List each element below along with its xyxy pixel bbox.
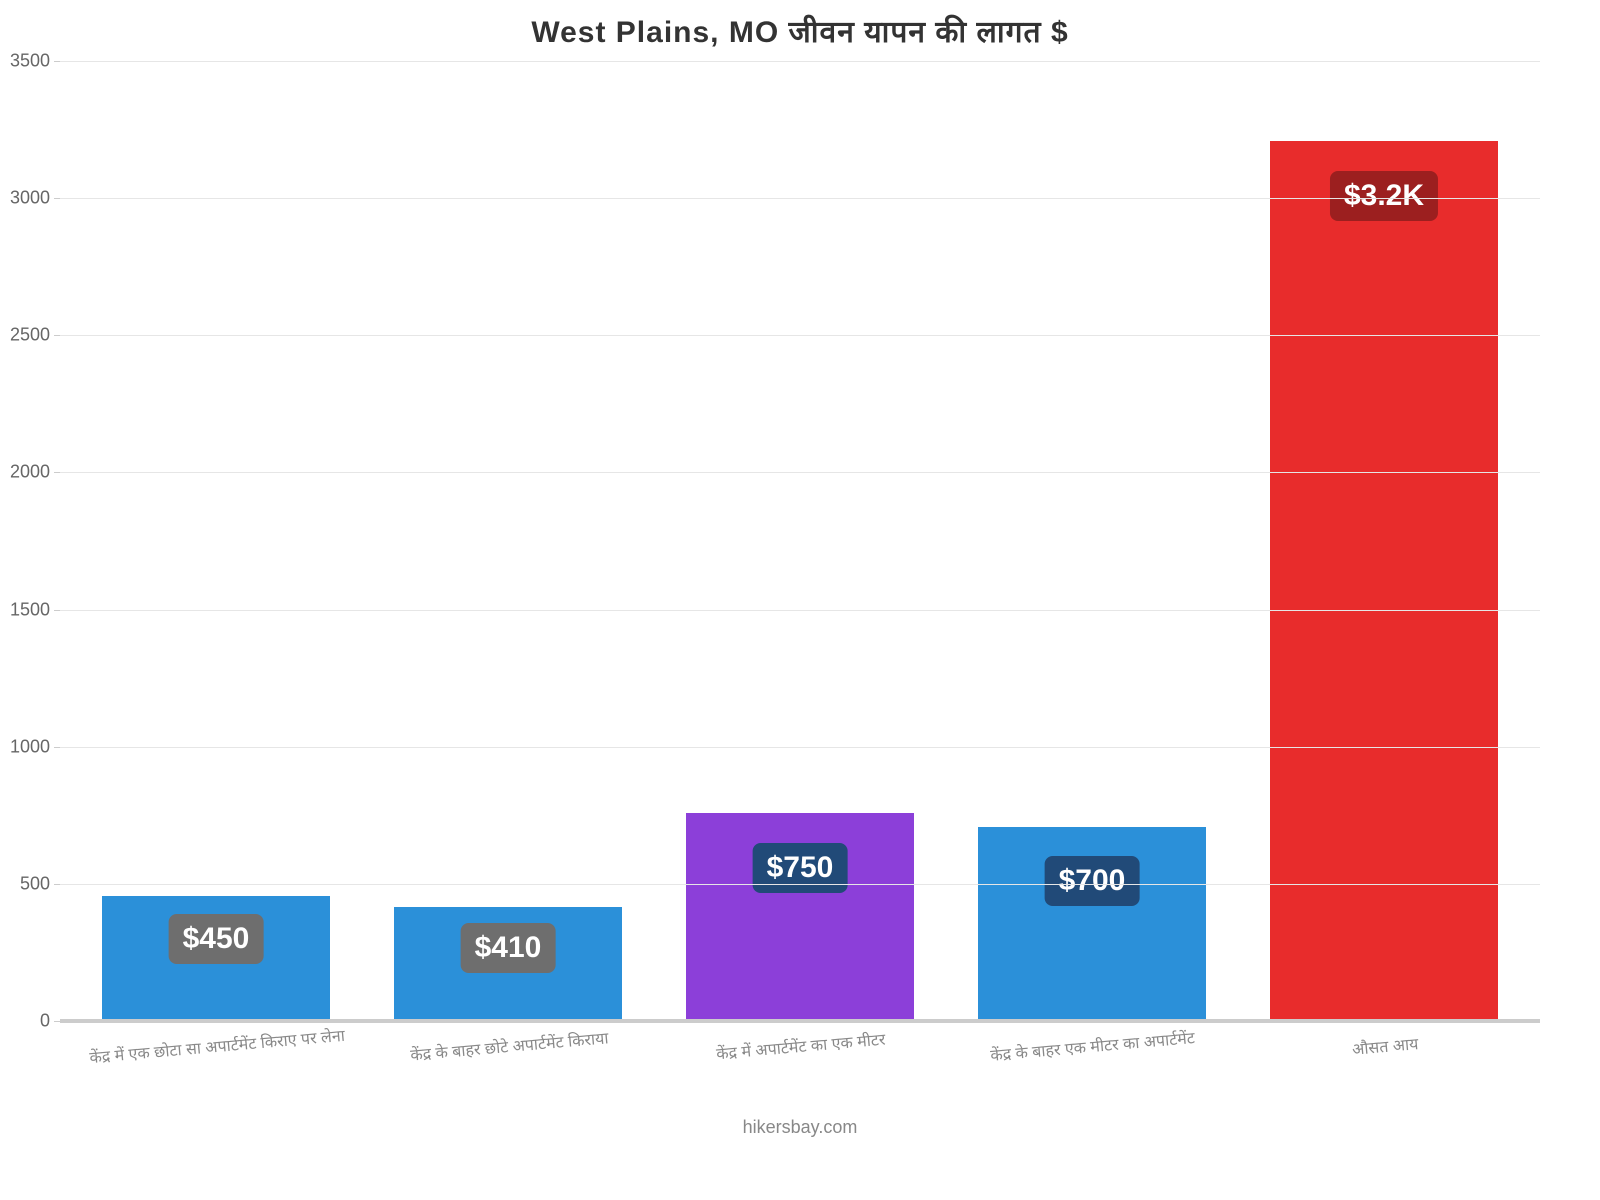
value-badge: $450 (169, 914, 264, 964)
y-tick-mark (54, 747, 60, 748)
gridline (60, 198, 1540, 199)
x-axis-label: औसत आय (1351, 1032, 1419, 1060)
plot-area: $450$410$750$700$3.2K 050010001500200025… (60, 61, 1540, 1021)
bar-slot: $450 (70, 61, 362, 1019)
x-label-slot: केंद्र के बाहर एक मीटर का अपार्टमेंट (946, 1025, 1238, 1057)
gridline (60, 747, 1540, 748)
bar: $450 (102, 896, 330, 1019)
bar-slot: $3.2K (1238, 61, 1530, 1019)
bar: $700 (978, 827, 1206, 1019)
gridline (60, 610, 1540, 611)
bar: $410 (394, 907, 622, 1019)
x-label-slot: केंद्र में एक छोटा सा अपार्टमेंट किराए प… (70, 1025, 362, 1057)
y-tick-label: 500 (0, 873, 50, 894)
bar-slot: $700 (946, 61, 1238, 1019)
value-badge: $410 (461, 923, 556, 973)
bars-row: $450 $410 $750 $700 $3.2K (60, 61, 1540, 1019)
y-tick-mark (54, 472, 60, 473)
value-badge: $3.2K (1330, 171, 1438, 221)
y-tick-mark (54, 610, 60, 611)
y-tick-mark (54, 198, 60, 199)
gridline (60, 335, 1540, 336)
x-axis-label: केंद्र के बाहर एक मीटर का अपार्टमेंट (990, 1026, 1196, 1066)
y-tick-label: 1500 (0, 599, 50, 620)
x-label-slot: केंद्र में अपार्टमेंट का एक मीटर (654, 1025, 946, 1057)
value-badge: $700 (1045, 856, 1140, 906)
y-tick-label: 2500 (0, 325, 50, 346)
y-tick-label: 3500 (0, 51, 50, 72)
bar-slot: $410 (362, 61, 654, 1019)
y-tick-label: 1000 (0, 736, 50, 757)
x-axis-labels: केंद्र में एक छोटा सा अपार्टमेंट किराए प… (60, 1025, 1540, 1057)
value-badge: $750 (753, 843, 848, 893)
chart-container: West Plains, MO जीवन यापन की लागत $ $450… (60, 10, 1540, 1110)
x-axis-label: केंद्र में एक छोटा सा अपार्टमेंट किराए प… (88, 1024, 345, 1068)
chart-footer: hikersbay.com (60, 1117, 1540, 1138)
bar-slot: $750 (654, 61, 946, 1019)
y-tick-mark (54, 61, 60, 62)
y-tick-mark (54, 1021, 60, 1022)
y-tick-mark (54, 335, 60, 336)
bar: $750 (686, 813, 914, 1019)
x-label-slot: औसत आय (1238, 1025, 1530, 1057)
gridline (60, 884, 1540, 885)
x-label-slot: केंद्र के बाहर छोटे अपार्टमेंट किराया (362, 1025, 654, 1057)
y-tick-label: 3000 (0, 188, 50, 209)
y-tick-label: 0 (0, 1011, 50, 1032)
gridline (60, 61, 1540, 62)
y-tick-label: 2000 (0, 462, 50, 483)
chart-title: West Plains, MO जीवन यापन की लागत $ (60, 10, 1540, 51)
y-tick-mark (54, 884, 60, 885)
gridline (60, 472, 1540, 473)
x-axis-label: केंद्र के बाहर छोटे अपार्टमेंट किराया (409, 1026, 609, 1065)
gridline (60, 1021, 1540, 1023)
x-axis-label: केंद्र में अपार्टमेंट का एक मीटर (716, 1028, 887, 1065)
bar: $3.2K (1270, 141, 1498, 1019)
